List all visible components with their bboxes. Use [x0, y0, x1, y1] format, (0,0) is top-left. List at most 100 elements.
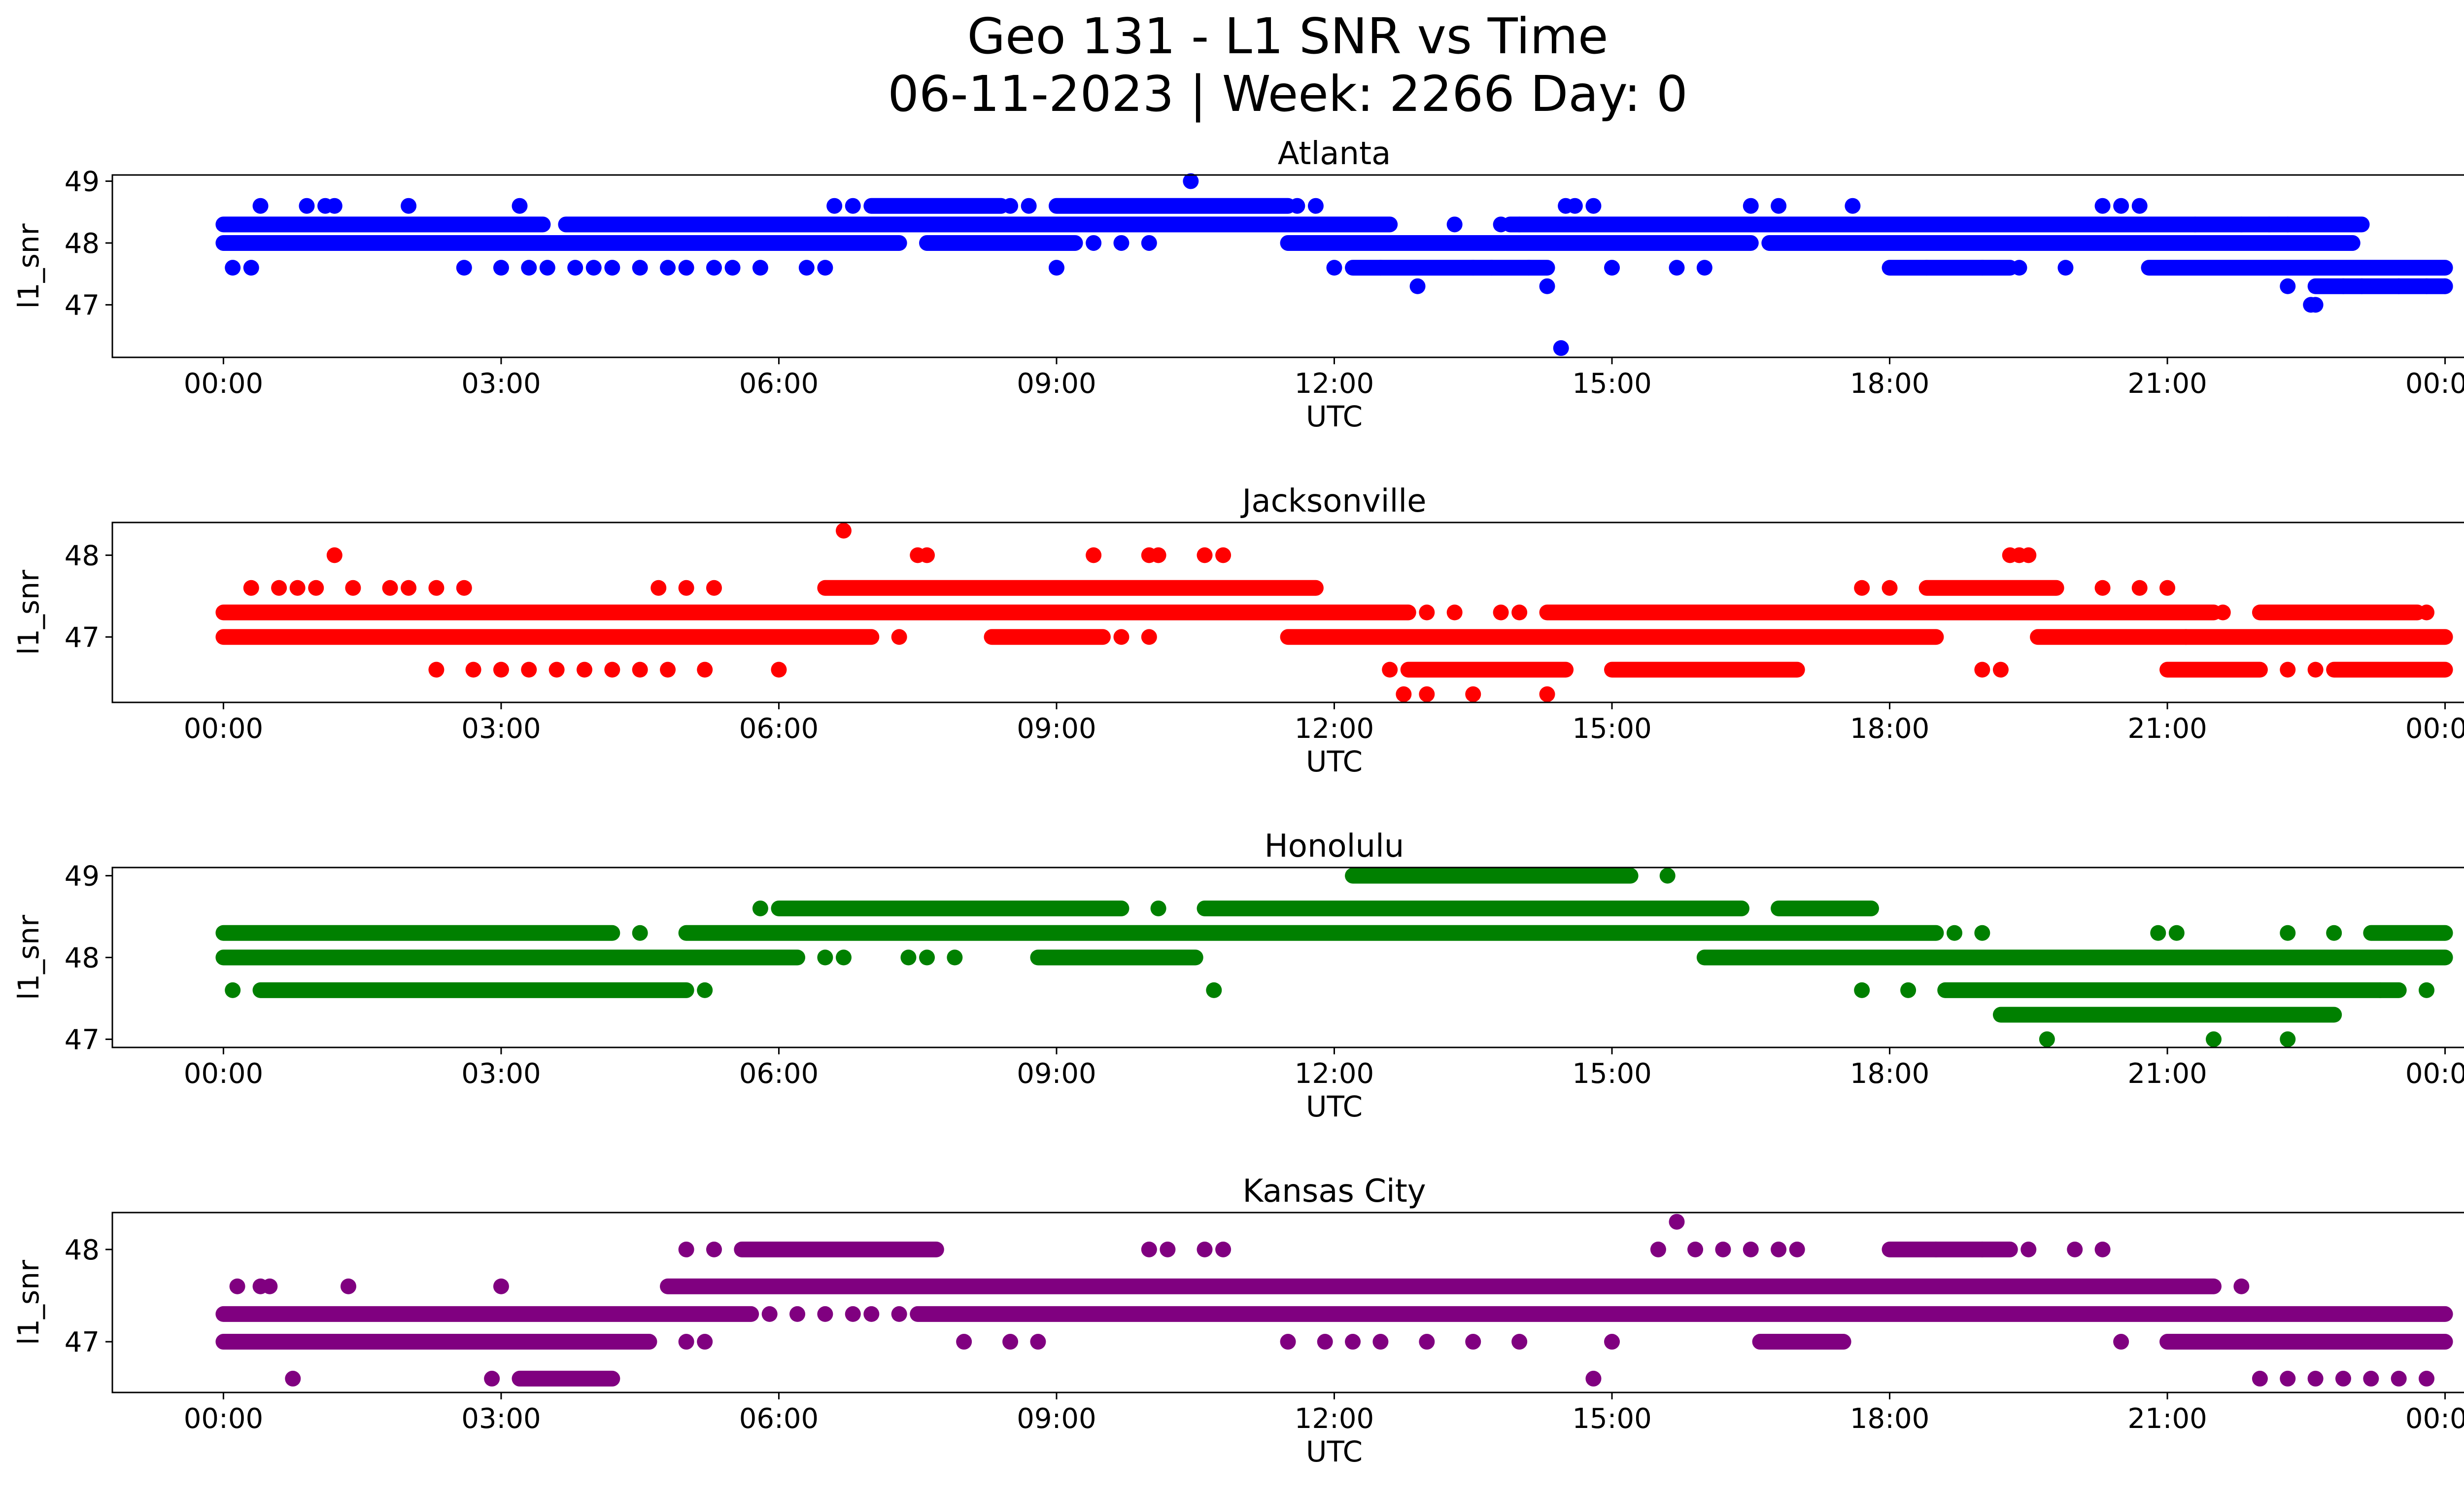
data-point: [1280, 1334, 1296, 1350]
data-point: [1650, 1241, 1666, 1257]
data-point: [752, 900, 768, 916]
data-point: [2280, 216, 2296, 233]
data-point: [1659, 868, 1676, 884]
data-point: [604, 260, 620, 276]
data-point: [1928, 1241, 1944, 1257]
data-point: [1002, 198, 1019, 214]
data-point: [1345, 1334, 1361, 1350]
data-point: [401, 580, 417, 596]
data-point: [1604, 260, 1620, 276]
data-point: [1465, 686, 1481, 702]
data-point: [243, 580, 259, 596]
data-point: [1900, 982, 1916, 998]
x-tick-label: 03:00: [461, 1058, 541, 1090]
panel-atlanta: Atlanta 00:00 03:00 06:00 09:00 12:00 15:00 18:…: [12, 136, 2464, 433]
data-point: [1882, 580, 1898, 596]
data-point: [1585, 198, 1602, 214]
panels: Atlanta 00:00 03:00 06:00 09:00 12:00 15:00 18:…: [12, 136, 2464, 1468]
x-axis-label: UTC: [1306, 745, 1363, 778]
data-point: [2094, 198, 2111, 214]
x-tick-label: 00:00: [184, 368, 263, 400]
data-point: [1183, 173, 1199, 189]
data-point: [456, 580, 472, 596]
data-point: [706, 580, 722, 596]
data-point: [2280, 1370, 2296, 1387]
data-point: [252, 198, 269, 214]
data-point: [1141, 629, 1157, 645]
x-tick-label: 00:00: [184, 1058, 263, 1090]
data-point: [243, 260, 259, 276]
x-tick-label: 09:00: [1017, 368, 1096, 400]
data-point: [1317, 1334, 1333, 1350]
data-point: [382, 580, 398, 596]
data-point: [1553, 340, 1569, 356]
data-point: [1567, 198, 1583, 214]
x-tick-label: 12:00: [1295, 368, 1374, 400]
data-point: [2280, 278, 2296, 294]
panel-jacksonville: Jacksonville 00:00 03:00 06:00 09:00 12:00 15:…: [12, 483, 2464, 778]
data-point: [465, 661, 481, 678]
x-tick-label: 18:00: [1850, 368, 1929, 400]
data-point: [845, 1306, 861, 1322]
data-point: [697, 661, 713, 678]
x-tick-label: 18:00: [1850, 1403, 1929, 1435]
data-point: [1511, 1334, 1528, 1350]
data-point: [1197, 1241, 1213, 1257]
data-point: [1789, 1241, 1805, 1257]
data-point: [512, 198, 528, 214]
x-tick-label: 15:00: [1572, 713, 1651, 745]
data-point: [604, 661, 620, 678]
data-point: [289, 580, 306, 596]
data-point: [919, 547, 935, 563]
data-point: [1539, 278, 1555, 294]
data-marks: [215, 868, 2453, 1047]
data-point: [706, 260, 722, 276]
data-point: [2354, 278, 2370, 294]
data-point: [2094, 1241, 2111, 1257]
data-point: [891, 1306, 907, 1322]
data-point: [1743, 1241, 1759, 1257]
data-point: [1974, 925, 1990, 941]
data-point: [1141, 235, 1157, 251]
data-point: [1669, 1214, 1685, 1230]
data-point: [225, 260, 241, 276]
data-point: [1520, 260, 1537, 276]
x-tick-label: 06:00: [739, 1403, 819, 1435]
y-axis-label: l1_snr: [12, 570, 45, 655]
data-point: [1511, 604, 1528, 621]
data-point: [1372, 260, 1389, 276]
data-marks: [215, 173, 2453, 356]
x-tick-label: 00:00: [2405, 1058, 2464, 1090]
x-tick-label: 15:00: [1572, 1403, 1651, 1435]
data-point: [817, 1306, 833, 1322]
data-point: [650, 580, 667, 596]
data-point: [835, 522, 852, 539]
y-tick-label: 47: [65, 289, 100, 321]
data-point: [817, 949, 833, 966]
data-point: [798, 260, 815, 276]
data-point: [1687, 1241, 1704, 1257]
data-marks: [215, 1214, 2453, 1387]
x-tick-label: 12:00: [1295, 1403, 1374, 1435]
data-point: [2011, 260, 2027, 276]
data-point: [1974, 260, 1990, 276]
data-point: [1372, 1334, 1389, 1350]
x-tick-label: 12:00: [1295, 713, 1374, 745]
x-tick-label: 00:00: [184, 713, 263, 745]
x-tick-label: 21:00: [2127, 1058, 2207, 1090]
data-point: [2335, 1370, 2351, 1387]
data-point: [1539, 686, 1555, 702]
data-point: [1021, 198, 1037, 214]
data-point: [1215, 547, 1232, 563]
data-point: [2363, 1370, 2379, 1387]
y-axis-label: l1_snr: [12, 915, 45, 1000]
data-point: [1289, 198, 1305, 214]
data-point: [2419, 278, 2435, 294]
data-point: [1974, 661, 1990, 678]
data-point: [2168, 925, 2185, 941]
data-point: [1419, 604, 1435, 621]
data-point: [1419, 686, 1435, 702]
data-point: [2150, 925, 2166, 941]
data-point: [484, 1370, 500, 1387]
data-point: [1947, 925, 1963, 941]
